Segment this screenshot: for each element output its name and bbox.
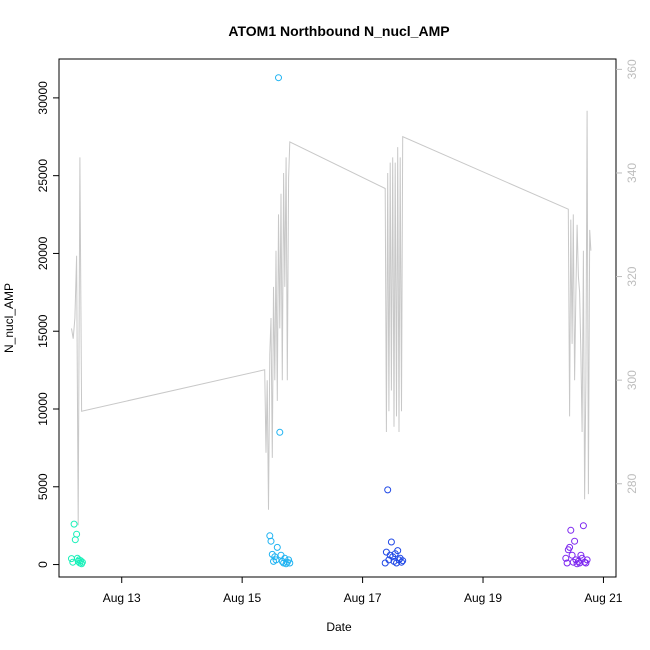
data-point [399,557,407,565]
data-point [394,547,402,555]
data-point [562,554,570,562]
left-axis: 0 5000 10000 15000 20000 25000 30000 [36,81,59,568]
y-tick-label: 0 [36,561,50,568]
y2-tick-label: 340 [625,163,639,183]
y2-tick-label: 320 [625,266,639,286]
data-point [276,428,284,436]
data-point [73,530,81,538]
data-point [277,551,285,559]
data-point [571,537,579,545]
data-point [70,520,78,528]
y2-tick-label: 300 [625,370,639,390]
data-point [583,556,591,564]
y2-tick-label: 280 [625,473,639,493]
data-point [582,559,590,567]
series-line [71,110,592,526]
y-tick-label: 10000 [36,392,50,426]
data-point [577,551,585,559]
data-point [272,556,280,564]
data-point [382,548,390,556]
x-tick-label: Aug 19 [464,591,502,605]
x-tick-label: Aug 21 [584,591,622,605]
y-tick-label: 20000 [36,236,50,270]
plot-frame [58,58,617,578]
data-point [384,486,392,494]
data-point [285,556,293,564]
data-point [68,555,75,563]
data-point [271,553,279,561]
chart-title: ATOM1 Northbound N_nucl_AMP [228,23,449,39]
line-layer [71,110,592,526]
bottom-axis: Aug 13 Aug 15 Aug 17 Aug 19 Aug 21 [103,577,623,605]
x-tick-label: Aug 17 [344,591,382,605]
data-point [267,537,275,545]
x-tick-label: Aug 15 [223,591,261,605]
data-point [286,559,294,567]
data-point [579,522,587,530]
x-tick-label: Aug 13 [103,591,141,605]
points-layer [68,74,591,568]
data-point [78,558,86,566]
data-point [568,551,576,559]
x-axis-label: Date [326,620,352,634]
y-tick-label: 25000 [36,159,50,193]
data-point [273,543,281,551]
y-tick-label: 5000 [36,473,50,500]
right-axis: 280 300 320 340 360 [616,59,639,494]
data-point [69,558,77,566]
data-point [398,558,405,566]
y-tick-label: 15000 [36,314,50,348]
data-point [387,538,395,546]
data-point [77,557,85,565]
data-point [275,74,282,82]
data-point [567,526,575,534]
data-point [566,543,574,551]
y-axis-label: N_nucl_AMP [2,283,16,353]
y-tick-label: 30000 [36,81,50,115]
y2-tick-label: 360 [625,59,639,79]
